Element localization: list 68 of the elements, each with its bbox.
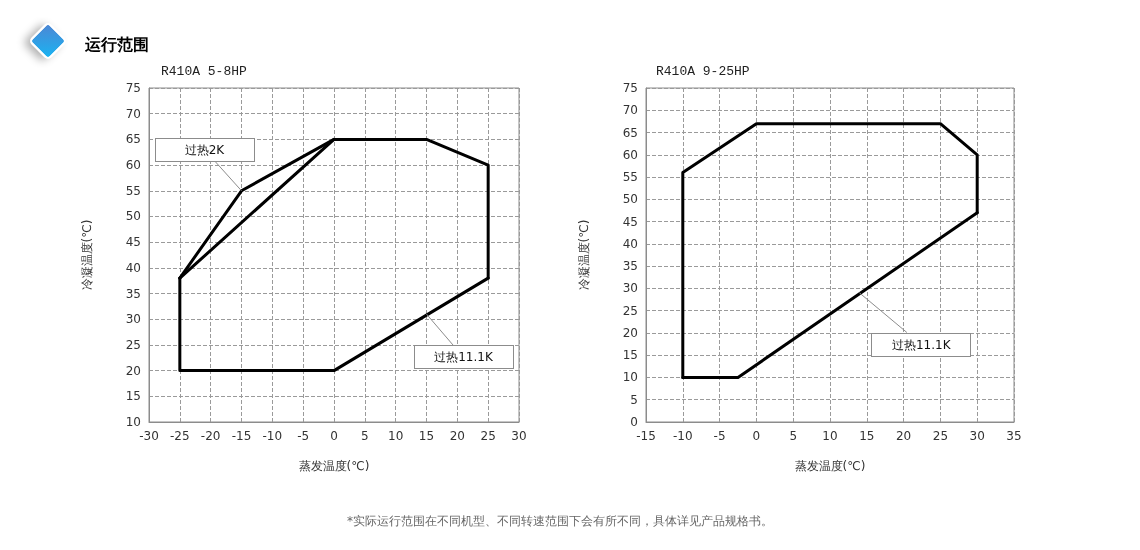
y-tick-label: 30	[622, 281, 638, 296]
x-tick-label: -5	[713, 429, 726, 443]
annotation: 过热2K	[184, 142, 225, 157]
x-tick-label: -15	[231, 429, 252, 443]
x-tick-label: -30	[139, 429, 159, 443]
x-tick-label: 15	[859, 429, 875, 443]
x-tick-label: -5	[297, 429, 310, 443]
y-tick-label: 55	[125, 183, 141, 198]
x-tick-label: 20	[895, 429, 912, 443]
x-tick-label: 10	[822, 429, 838, 443]
y-tick-label: 35	[125, 286, 141, 301]
x-axis-title: 蒸发温度(℃)	[794, 459, 866, 473]
x-tick-label: -25	[170, 429, 190, 443]
y-tick-label: 15	[125, 389, 141, 404]
y-tick-label: 60	[125, 158, 141, 173]
y-tick-label: 50	[622, 192, 638, 207]
y-tick-label: 75	[125, 81, 141, 95]
y-tick-label: 0	[630, 415, 638, 429]
callout-box: 过热11.1K	[871, 332, 972, 357]
y-tick-label: 75	[622, 81, 638, 95]
y-tick-label: 65	[125, 132, 141, 147]
y-tick-label: 25	[622, 303, 638, 318]
y-tick-label: 15	[622, 348, 638, 363]
callout-box: 过热11.1K	[413, 345, 514, 370]
x-tick-label: -20	[200, 429, 221, 443]
y-tick-label: 25	[125, 337, 141, 352]
y-tick-label: 45	[622, 214, 638, 229]
y-tick-label: 5	[630, 392, 638, 407]
x-tick-label: 0	[752, 429, 761, 443]
y-tick-label: 20	[125, 363, 141, 378]
x-tick-label: -10	[673, 429, 693, 443]
y-tick-label: 10	[622, 370, 638, 385]
x-tick-label: -10	[262, 429, 283, 443]
x-tick-label: 30	[511, 429, 527, 443]
x-tick-label: 10	[388, 429, 404, 443]
y-axis-title: 冷凝温度(℃)	[80, 219, 94, 291]
y-tick-label: 65	[622, 125, 638, 140]
y-tick-label: 40	[125, 260, 141, 275]
y-tick-label: 70	[125, 106, 141, 121]
x-tick-label: 0	[330, 429, 338, 443]
chart-subtitle: R410A 9-25HP	[656, 64, 750, 79]
y-tick-label: 40	[622, 236, 638, 251]
x-tick-label: 25	[480, 429, 496, 443]
y-tick-label: 20	[622, 325, 638, 340]
y-tick-label: 10	[125, 415, 141, 429]
y-axis-title: 冷凝温度(℃)	[577, 219, 591, 291]
x-tick-label: 35	[1006, 429, 1022, 443]
y-tick-label: 45	[125, 235, 141, 250]
x-tick-label: 5	[361, 429, 369, 443]
x-tick-label: 25	[932, 429, 949, 443]
callout-box: 过热2K	[154, 137, 255, 162]
x-tick-label: 20	[449, 429, 465, 443]
text: *实际运行范围在不同机型、不同转速范围下会有所不同，具体详见产品规格书。	[347, 514, 773, 529]
y-tick-label: 35	[622, 259, 638, 274]
chart-subtitle: R410A 5-8HP	[161, 64, 248, 79]
x-tick-label: -15	[636, 429, 656, 443]
annotation: 过热11.1K	[891, 337, 951, 352]
y-tick-label: 50	[125, 209, 141, 224]
x-tick-label: 5	[789, 429, 798, 443]
y-tick-label: 30	[125, 312, 141, 327]
y-tick-label: 55	[622, 170, 638, 185]
annotation: 过热11.1K	[434, 350, 493, 365]
chart-title: 运行范围	[84, 34, 149, 54]
x-axis-title: 蒸发温度(℃)	[298, 459, 370, 473]
y-tick-label: 60	[622, 147, 638, 162]
x-tick-label: 30	[969, 429, 985, 443]
y-tick-label: 70	[622, 103, 638, 118]
x-tick-label: 15	[418, 429, 435, 443]
